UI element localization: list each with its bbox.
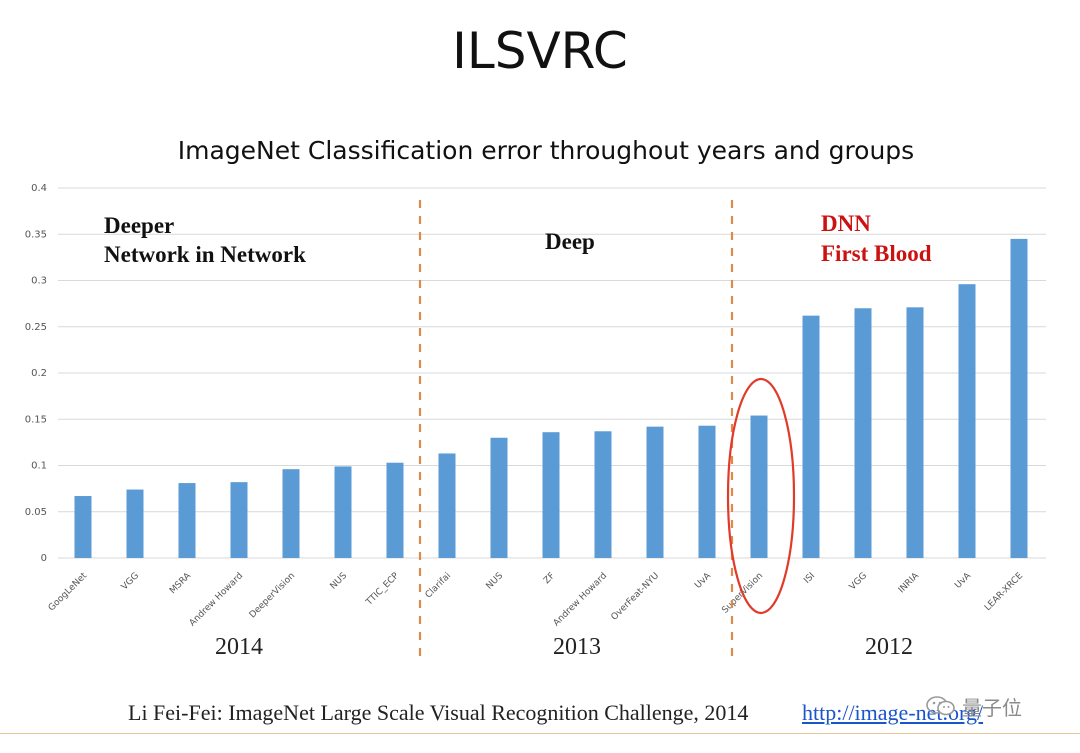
bar-ttic-ecp (386, 462, 404, 558)
year-labels: 2014 2013 2012 (215, 634, 913, 660)
year-label-2013: 2013 (553, 634, 601, 660)
x-tick-label: MSRA (168, 570, 194, 596)
x-tick-label: ISI (802, 571, 817, 586)
y-tick-label: 0 (41, 553, 47, 564)
x-tick-label: VGG (848, 571, 869, 592)
bar-andrew-howard (230, 482, 248, 558)
y-tick-label: 0.25 (25, 322, 47, 333)
citation: Li Fei-Fei: ImageNet Large Scale Visual … (128, 700, 749, 725)
chart-title: ImageNet Classification error throughout… (177, 136, 915, 165)
bar-nus (490, 437, 508, 558)
bar-isi (802, 315, 820, 558)
annotation-2012: DNN (821, 211, 871, 236)
y-tick-label: 0.2 (31, 368, 47, 379)
annotation-2014: Deeper (104, 213, 174, 238)
y-tick-label: 0.35 (25, 229, 47, 240)
bar-uva (958, 284, 976, 558)
x-tick-label: Andrew Howard (188, 571, 245, 628)
y-tick-label: 0.4 (31, 183, 47, 194)
bar-vgg (854, 308, 872, 558)
bar-vgg (126, 489, 144, 558)
group-dividers (418, 200, 734, 664)
bar-deepervision (282, 469, 300, 558)
x-tick-label: TTIC_ECP (364, 571, 402, 609)
x-tick-label: INRIA (897, 570, 922, 595)
highlight-ellipse (726, 377, 796, 615)
x-tick-label: LEAR-XRCE (983, 571, 1025, 613)
group-annotations: Deeper Network in Network Deep DNN First Blo… (104, 211, 932, 267)
watermark: 量子位 (926, 693, 1056, 720)
bar-msra (178, 483, 196, 558)
x-tick-label: Clarifai (424, 571, 453, 600)
x-tick-label: Andrew Howard (552, 571, 609, 628)
slide-title: ILSVRC (452, 22, 628, 80)
y-tick-label: 0.05 (25, 507, 47, 518)
bar-zf (542, 432, 560, 558)
annotation-2014: Network in Network (104, 242, 306, 267)
x-tick-label: NUS (329, 571, 350, 592)
bar-nus (334, 466, 352, 558)
y-tick-label: 0.3 (31, 276, 47, 287)
bar-clarifai (438, 453, 456, 558)
bar-andrew-howard (594, 431, 612, 558)
watermark-text: 量子位 (962, 695, 1022, 720)
bar-googlenet (74, 496, 92, 558)
bar-supervision (750, 415, 768, 558)
y-tick-label: 0.1 (31, 461, 47, 472)
bar-lear-xrce (1010, 238, 1028, 558)
year-label-2014: 2014 (215, 634, 263, 660)
bar-uva (698, 425, 716, 558)
x-tick-label: ZF (542, 571, 557, 586)
x-tick-label: VGG (120, 571, 141, 592)
y-tick-label: 0.15 (25, 414, 47, 425)
annotation-2013: Deep (545, 229, 595, 254)
bar-overfeat-nyu (646, 426, 664, 558)
annotation-2012: First Blood (821, 241, 932, 266)
footer-rule (0, 733, 1080, 734)
x-tick-label: DeeperVision (248, 571, 297, 620)
x-tick-label: GoogLeNet (47, 571, 90, 614)
x-tick-label: NUS (485, 571, 506, 592)
wechat-icon (926, 696, 956, 716)
x-tick-label: UvA (693, 570, 713, 590)
y-axis-ticks: 0 0.05 0.1 0.15 0.2 0.25 0.3 0.35 0.4 (25, 183, 47, 564)
bar-inria (906, 307, 924, 558)
highlight (726, 377, 796, 615)
year-label-2012: 2012 (865, 634, 913, 660)
bars (74, 238, 1028, 558)
x-tick-label: OverFeat-NYU (610, 571, 662, 623)
x-tick-label: UvA (953, 570, 973, 590)
